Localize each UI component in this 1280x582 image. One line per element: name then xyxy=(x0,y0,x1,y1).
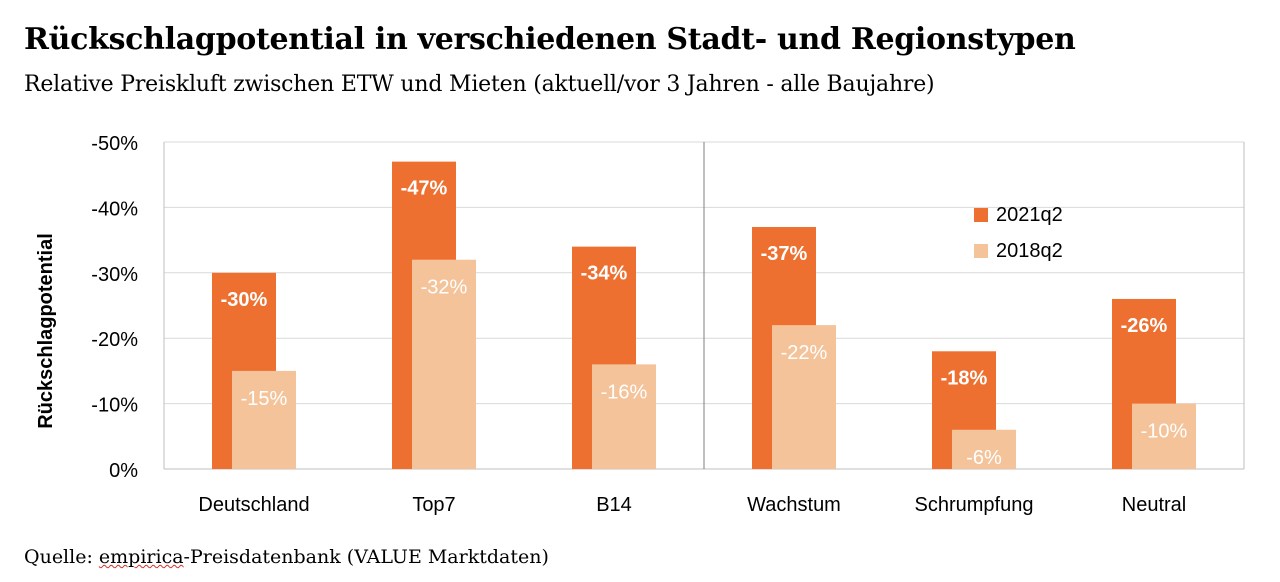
legend-label: 2021q2 xyxy=(996,204,1063,226)
data-label-2018q2: -32% xyxy=(421,277,468,299)
y-axis-label: Rückschlagpotential xyxy=(35,233,57,429)
y-tick-label: -30% xyxy=(91,264,138,286)
gridlines xyxy=(163,141,1245,470)
source-prefix: Quelle: xyxy=(24,546,99,568)
bar-2018q2 xyxy=(952,429,1016,469)
data-label-2018q2: -6% xyxy=(966,447,1002,469)
data-label-2018q2: -22% xyxy=(781,342,828,364)
bar-chart: 0% -10% -20% -30% -40% -50% Rückschlagpotenti… xyxy=(35,133,1245,516)
data-label-2018q2: -10% xyxy=(1141,421,1188,443)
x-tick-label: Deutschland xyxy=(198,494,309,516)
x-tick-label: Schrumpfung xyxy=(915,494,1034,516)
chart-subtitle: Relative Preiskluft zwischen ETW und Mie… xyxy=(24,72,935,97)
legend-swatch xyxy=(974,244,988,258)
chart-title: Rückschlagpotential in verschiedenen Sta… xyxy=(24,22,1076,57)
data-label-2018q2: -15% xyxy=(241,388,288,410)
data-label-2018q2: -16% xyxy=(601,381,648,403)
bar-2018q2 xyxy=(1132,403,1196,469)
y-tick-label: -40% xyxy=(91,198,138,220)
data-labels: -30% -15% -47% -32% -34% -16% -37% -22% -18% -6% -… xyxy=(221,178,1188,469)
y-axis-ticks: 0% -10% -20% -30% -40% -50% xyxy=(91,133,138,482)
bar-2018q2 xyxy=(412,259,476,469)
bar-2018q2 xyxy=(232,370,296,469)
data-label-2021q2: -30% xyxy=(221,289,268,311)
data-label-2021q2: -26% xyxy=(1121,315,1168,337)
data-label-2021q2: -37% xyxy=(761,243,808,265)
x-axis-ticks: Deutschland Top7 B14 Wachstum Schrumpfung Neu… xyxy=(198,494,1186,516)
source-org: empirica xyxy=(98,546,184,568)
legend-label: 2018q2 xyxy=(996,240,1063,262)
legend-swatch xyxy=(974,208,988,222)
legend: 2021q2 2018q2 xyxy=(974,204,1063,262)
x-tick-label: Top7 xyxy=(412,494,455,516)
bars xyxy=(212,161,1196,469)
data-label-2021q2: -18% xyxy=(941,367,988,389)
y-tick-label: 0% xyxy=(109,460,138,482)
y-tick-label: -50% xyxy=(91,133,138,155)
source-note: Quelle: empirica-Preisdatenbank (VALUE M… xyxy=(24,546,549,568)
bar-2018q2 xyxy=(592,364,656,469)
bar-2018q2 xyxy=(772,325,836,469)
x-tick-label: B14 xyxy=(596,494,632,516)
data-label-2021q2: -34% xyxy=(581,263,628,285)
source-suffix: -Preisdatenbank (VALUE Marktdaten) xyxy=(183,546,549,568)
y-tick-label: -10% xyxy=(91,395,138,417)
x-tick-label: Wachstum xyxy=(747,494,841,516)
x-tick-label: Neutral xyxy=(1122,494,1186,516)
y-tick-label: -20% xyxy=(91,329,138,351)
data-label-2021q2: -47% xyxy=(401,178,448,200)
